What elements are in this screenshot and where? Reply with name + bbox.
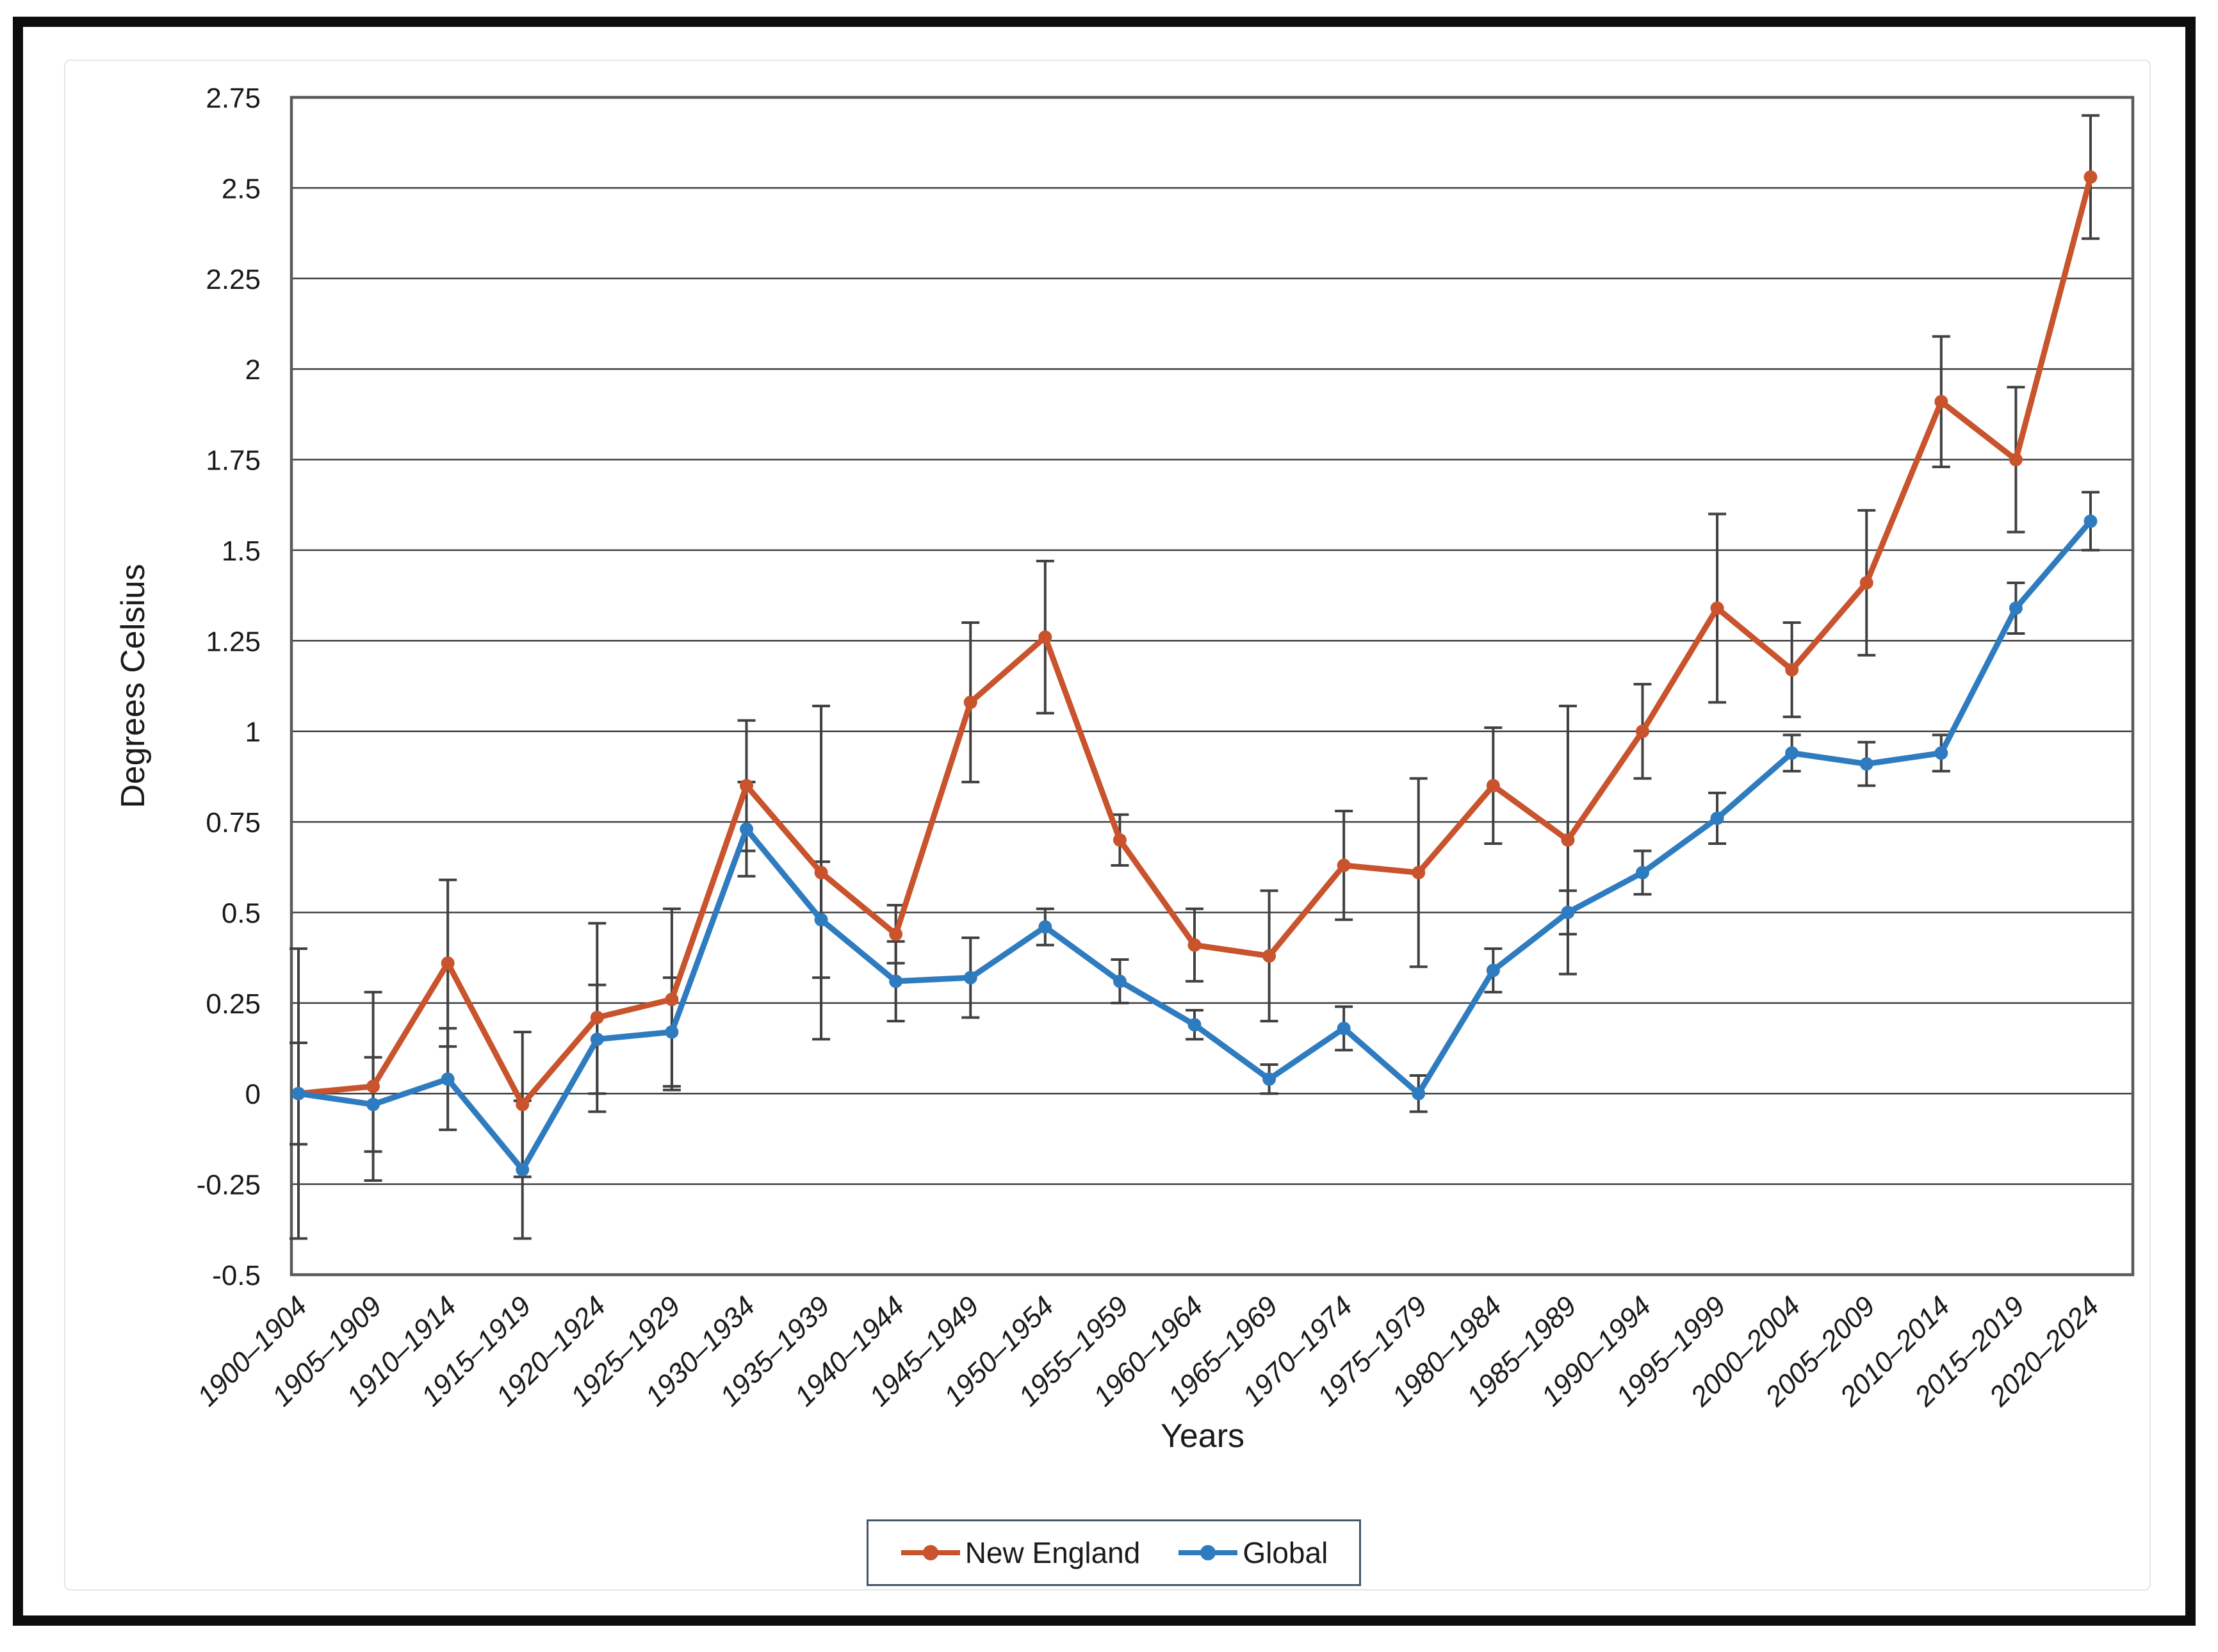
legend-item-global: Global xyxy=(1177,1535,1328,1570)
legend-swatch-global-icon xyxy=(1178,1545,1238,1560)
y-axis-title: Degrees Celsius xyxy=(115,564,152,808)
chart-area-border xyxy=(64,60,2151,1591)
data-point-global xyxy=(366,1097,380,1111)
data-point-new-england xyxy=(1486,779,1500,793)
plot-border xyxy=(289,95,2135,1277)
y-axis-tick-label: -0.25 xyxy=(197,1170,261,1201)
data-point-global xyxy=(1934,746,1948,760)
legend-item-new-england: New England xyxy=(900,1535,1141,1570)
y-axis-tick-label: 1 xyxy=(245,717,261,748)
data-point-global xyxy=(1636,865,1649,879)
y-axis-tick-label: 0 xyxy=(245,1079,261,1110)
data-point-global xyxy=(665,1025,679,1039)
data-point-new-england xyxy=(889,927,903,941)
legend: New England Global xyxy=(867,1519,1361,1586)
legend-label-global: Global xyxy=(1243,1536,1328,1569)
data-point-new-england xyxy=(1561,833,1575,847)
data-point-global xyxy=(1337,1021,1351,1035)
y-axis-tick-label: 0.75 xyxy=(206,807,261,838)
data-point-global xyxy=(1486,963,1500,977)
data-point-new-england xyxy=(1785,663,1799,677)
data-point-global xyxy=(1113,974,1127,988)
data-point-new-england xyxy=(1934,395,1948,409)
series-line-global xyxy=(295,518,2094,1173)
data-point-new-england xyxy=(1412,865,1426,879)
data-point-new-england xyxy=(590,1010,604,1024)
data-point-global xyxy=(740,822,753,836)
legend-swatch-new-england-icon xyxy=(901,1545,960,1560)
y-axis-tick-label: 2.5 xyxy=(222,173,261,204)
x-axis-title: Years xyxy=(1160,1418,1245,1455)
data-point-global xyxy=(291,1086,306,1100)
data-point-new-england xyxy=(1262,949,1276,963)
data-point-global xyxy=(1710,811,1724,825)
y-axis-tick-label: 0.5 xyxy=(222,897,261,929)
data-point-new-england xyxy=(1187,938,1202,952)
data-point-global xyxy=(1038,920,1052,934)
y-axis-tick-label: 2.75 xyxy=(206,83,261,114)
data-point-new-england xyxy=(2009,453,2023,467)
data-point-new-england xyxy=(1337,858,1351,872)
data-point-global xyxy=(1785,746,1799,760)
data-point-global xyxy=(590,1032,604,1046)
y-axis-tick-label: 0.25 xyxy=(206,988,261,1020)
y-axis-tick-label: 1.5 xyxy=(222,536,261,567)
data-point-new-england xyxy=(814,865,828,879)
y-axis-tick-label: 2 xyxy=(245,354,261,386)
data-point-global xyxy=(2009,601,2023,615)
data-point-global xyxy=(1187,1018,1202,1032)
data-point-new-england xyxy=(1636,724,1649,739)
data-point-global xyxy=(2083,514,2098,528)
data-point-global xyxy=(1412,1086,1426,1100)
y-axis-tick-label: 1.25 xyxy=(206,626,261,657)
data-point-global xyxy=(441,1072,455,1086)
data-point-global xyxy=(1561,905,1575,919)
data-point-global xyxy=(889,974,903,988)
y-axis-tick-label: -0.5 xyxy=(212,1260,261,1291)
data-point-new-england xyxy=(1710,601,1724,615)
data-point-new-england xyxy=(2083,170,2098,184)
data-point-global xyxy=(1262,1072,1276,1086)
data-point-global xyxy=(963,970,977,985)
data-point-global xyxy=(1859,757,1873,771)
data-point-new-england xyxy=(516,1097,530,1111)
y-axis-tick-label: 1.75 xyxy=(206,445,261,477)
data-point-new-england xyxy=(1038,630,1052,644)
data-point-global xyxy=(814,913,828,927)
data-point-new-england xyxy=(665,992,679,1006)
data-point-new-england xyxy=(1113,833,1127,847)
data-point-new-england xyxy=(1859,576,1873,590)
data-point-new-england xyxy=(740,779,753,793)
data-point-new-england xyxy=(366,1079,380,1093)
data-point-new-england xyxy=(963,695,977,709)
data-point-global xyxy=(516,1163,530,1177)
y-axis-tick-label: 2.25 xyxy=(206,264,261,295)
legend-label-new-england: New England xyxy=(965,1536,1141,1569)
data-point-new-england xyxy=(441,956,455,970)
